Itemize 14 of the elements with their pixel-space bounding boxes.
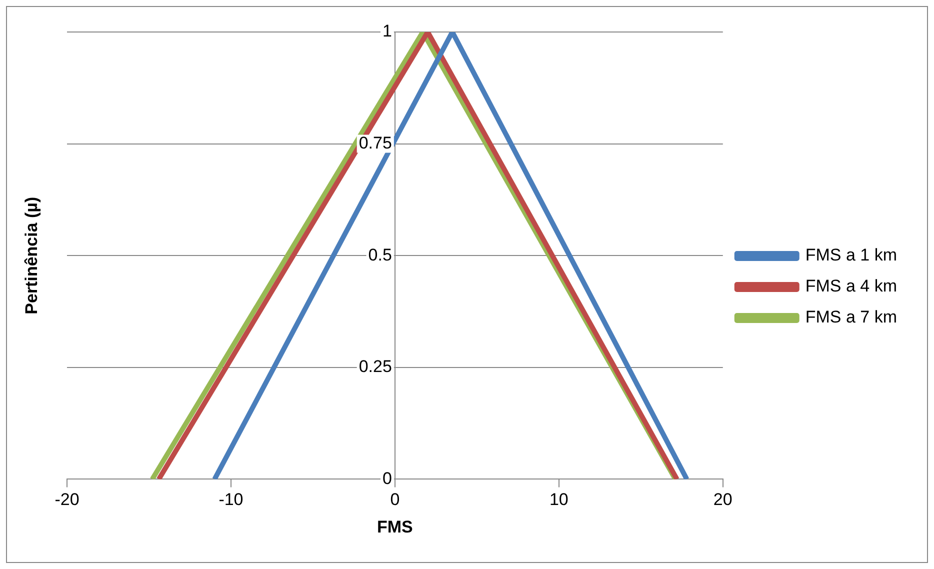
y-axis-title: Pertinência (µ) [22, 196, 41, 314]
legend-label: FMS a 7 km [805, 308, 897, 327]
legend-label: FMS a 1 km [805, 246, 897, 265]
y-tick-label: 0 [382, 468, 392, 488]
x-axis-title: FMS [376, 517, 413, 536]
y-tick-label: 0.75 [358, 133, 392, 152]
x-tick-label: -20 [54, 490, 80, 510]
x-tick-label: 10 [549, 490, 568, 510]
x-tick-label: 20 [713, 490, 732, 510]
legend-label: FMS a 4 km [805, 276, 897, 296]
x-tick-label: -10 [218, 490, 244, 510]
y-tick-label: 1 [382, 22, 392, 41]
y-tick-label: 0.25 [358, 357, 392, 376]
y-tick-label: 0.5 [368, 245, 392, 264]
